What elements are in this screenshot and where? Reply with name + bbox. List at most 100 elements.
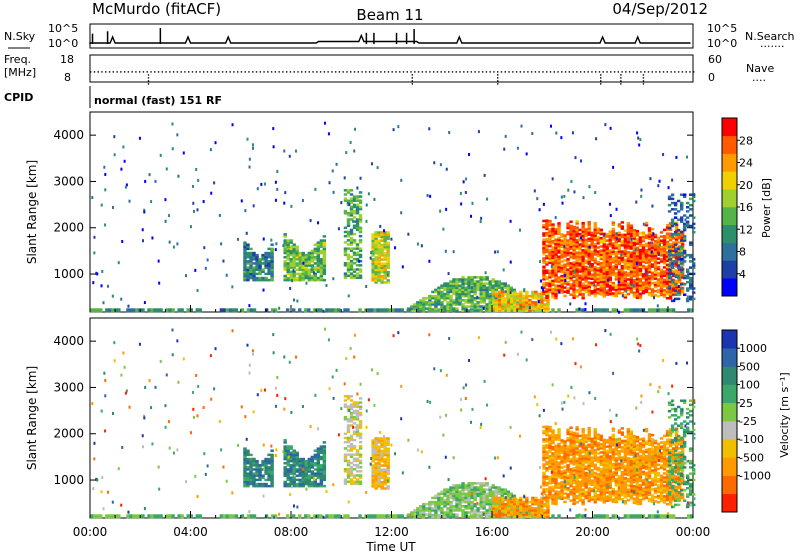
velocity-cell xyxy=(458,502,462,506)
velocity-cell xyxy=(388,514,392,519)
power-cell xyxy=(501,303,505,306)
power-cell xyxy=(349,228,354,232)
power-noise-cell xyxy=(302,261,305,265)
power-cell xyxy=(243,241,247,244)
power-cell xyxy=(560,249,564,253)
power-noise-cell xyxy=(154,179,157,183)
power-cell xyxy=(258,278,262,282)
power-cell xyxy=(497,296,501,300)
power-cell xyxy=(349,241,354,244)
power-cell xyxy=(283,264,287,267)
velocity-cell xyxy=(258,484,262,488)
power-noise-cell xyxy=(340,201,343,205)
power-noise-cell xyxy=(124,185,127,189)
power-cell xyxy=(584,232,588,235)
freq-point xyxy=(120,71,122,73)
power-cell xyxy=(581,249,585,252)
velocity-cell xyxy=(510,507,514,510)
velocity-cell xyxy=(371,451,375,455)
power-cell xyxy=(665,236,670,240)
power-cell xyxy=(298,262,302,265)
power-cell xyxy=(513,303,517,306)
power-cell xyxy=(419,309,423,312)
power-cell xyxy=(590,235,594,239)
velocity-cell xyxy=(352,468,357,471)
power-cell xyxy=(464,309,468,312)
velocity-cell xyxy=(500,492,504,496)
power-cell xyxy=(546,307,550,310)
power-cell xyxy=(446,282,450,285)
velocity-cell xyxy=(531,502,535,506)
power-cell xyxy=(343,274,348,277)
velocity-cell xyxy=(545,456,549,460)
velocity-cell xyxy=(461,484,465,487)
power-cell xyxy=(688,287,693,290)
velocity-cell xyxy=(551,435,555,439)
power-cell xyxy=(551,292,555,295)
power-cell xyxy=(546,309,550,312)
power-cell xyxy=(255,272,259,276)
velocity-cell xyxy=(563,473,567,477)
power-cell xyxy=(584,288,588,292)
power-cell xyxy=(525,309,529,312)
velocity-cell xyxy=(554,444,558,448)
velocity-cell xyxy=(638,514,643,519)
power-cell xyxy=(680,240,685,244)
nave-point xyxy=(600,74,602,76)
power-cell xyxy=(632,278,637,282)
velocity-cell xyxy=(355,463,360,467)
power-cell xyxy=(674,236,679,239)
velocity-cell xyxy=(352,457,357,461)
power-noise-cell xyxy=(538,208,541,212)
power-noise-cell xyxy=(595,137,598,141)
power-cell xyxy=(422,305,426,308)
velocity-cell xyxy=(488,486,492,489)
power-cell xyxy=(662,270,667,273)
power-cell xyxy=(246,276,250,280)
power-noise-cell xyxy=(274,198,277,202)
velocity-cell xyxy=(548,430,552,433)
power-cell xyxy=(599,268,603,271)
velocity-cell xyxy=(301,484,305,488)
power-cell xyxy=(587,237,591,241)
power-cell xyxy=(581,234,585,237)
power-cell xyxy=(264,308,269,313)
power-cell xyxy=(286,262,290,265)
velocity-cell xyxy=(292,459,296,463)
power-cell xyxy=(662,295,667,298)
power-cell xyxy=(482,276,486,279)
power-cell xyxy=(231,308,236,313)
freq-point xyxy=(357,71,359,73)
power-cell xyxy=(602,276,606,279)
power-cell xyxy=(319,245,324,249)
velocity-cell xyxy=(377,449,381,453)
power-cell xyxy=(437,309,441,312)
power-cell xyxy=(440,284,444,287)
power-cell xyxy=(551,296,555,299)
power-cell xyxy=(593,224,597,227)
power-cell xyxy=(593,272,597,275)
power-cell xyxy=(310,249,315,253)
power-cell xyxy=(578,249,582,252)
power-noise-cell xyxy=(578,307,581,311)
velocity-cell xyxy=(501,505,505,508)
power-cell xyxy=(611,294,616,297)
power-cell xyxy=(377,231,381,234)
power-cell xyxy=(629,263,634,267)
power-cell xyxy=(602,255,606,259)
velocity-cell xyxy=(286,470,290,473)
velocity-cell xyxy=(554,461,558,464)
velocity-cell xyxy=(249,466,253,469)
velocity-cell xyxy=(548,467,552,470)
velocity-cell xyxy=(543,513,547,516)
power-cell xyxy=(371,252,375,255)
power-cell xyxy=(495,294,499,298)
power-cell xyxy=(470,301,474,304)
power-cell xyxy=(286,268,290,271)
power-cell xyxy=(307,278,311,282)
power-cell xyxy=(316,276,321,280)
velocity-cell xyxy=(428,507,432,510)
power-cell xyxy=(473,282,477,285)
power-cell xyxy=(617,289,622,293)
velocity-cell xyxy=(413,511,417,514)
